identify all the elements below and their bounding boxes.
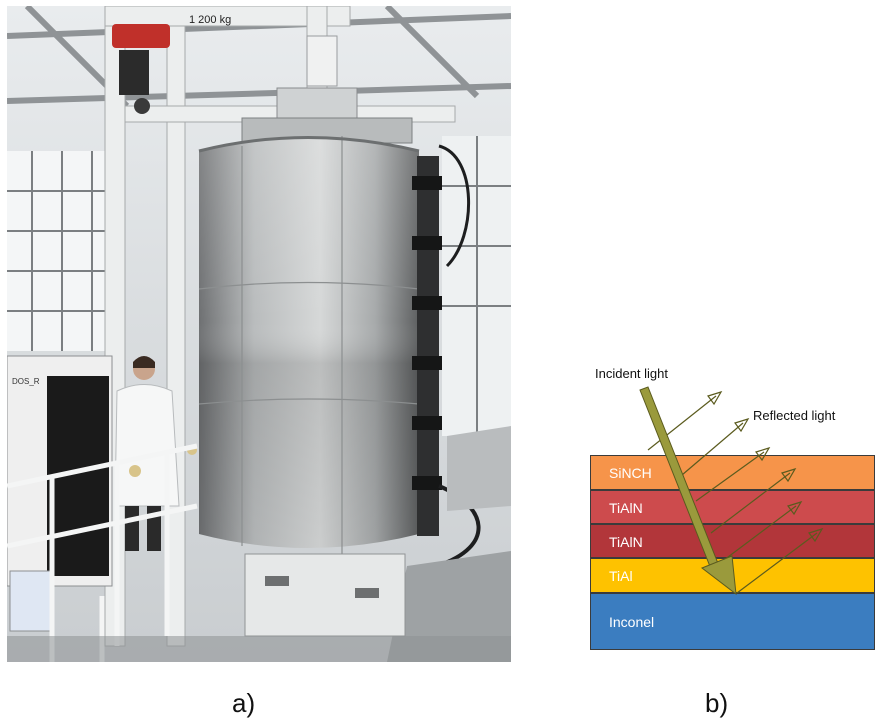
crane-capacity-text: 1 200 kg <box>189 14 231 26</box>
photo-scene: 1 200 kg <box>7 6 511 662</box>
layer-label: Inconel <box>609 614 655 630</box>
vessel-base-stand <box>244 553 406 637</box>
platform-grating-right <box>387 426 511 662</box>
light-arrows <box>639 386 824 596</box>
stainless-vessel <box>198 136 420 554</box>
reflected-light-label: Reflected light <box>753 408 836 423</box>
rack-cabinet: DOS_R <box>7 355 113 632</box>
vessel-top-equipment <box>241 35 413 144</box>
reflected-arrow-3-head <box>755 446 771 462</box>
incident-light-label: Incident light <box>595 366 668 381</box>
photo-thermal-vessel: 1 200 kg <box>7 6 511 662</box>
reflected-arrow-5 <box>723 505 797 561</box>
reflected-arrow-1 <box>647 395 717 451</box>
reflected-arrow-5-head <box>787 500 803 516</box>
layer-label: SiNCH <box>609 465 652 481</box>
reflected-arrow-6-head <box>808 527 824 543</box>
incident-arrow-shaft <box>639 386 722 575</box>
coating-diagram: SiNCH TiAlN TiAlN TiAl Inconel <box>590 360 875 660</box>
layer-tialn-1: TiAlN <box>590 490 875 524</box>
panel-label-a: a) <box>232 688 256 718</box>
crane-hoist <box>112 24 170 114</box>
reflected-arrow-2 <box>681 422 744 476</box>
layer-sinch: SiNCH <box>590 455 875 490</box>
layer-label: TiAlN <box>609 500 643 516</box>
reflected-arrow-3 <box>695 451 765 502</box>
panel-label-b: b) <box>705 688 729 718</box>
reflected-arrow-4-head <box>781 467 797 483</box>
reflected-arrow-1-head <box>707 390 723 406</box>
cabinet-text: DOS_R <box>12 377 40 386</box>
layer-label: TiAlN <box>609 534 643 550</box>
layer-label: TiAl <box>609 568 633 584</box>
window-grid-right <box>442 136 511 436</box>
reflected-arrow-2-head <box>734 417 750 433</box>
reflected-arrow-6 <box>736 532 818 594</box>
incident-arrow-head <box>700 555 737 596</box>
reflected-arrow-4 <box>710 472 791 534</box>
side-connectors <box>412 144 481 568</box>
layer-inconel: Inconel <box>590 593 875 650</box>
person-lab-coat <box>114 356 197 551</box>
window-grid-left <box>7 151 112 351</box>
